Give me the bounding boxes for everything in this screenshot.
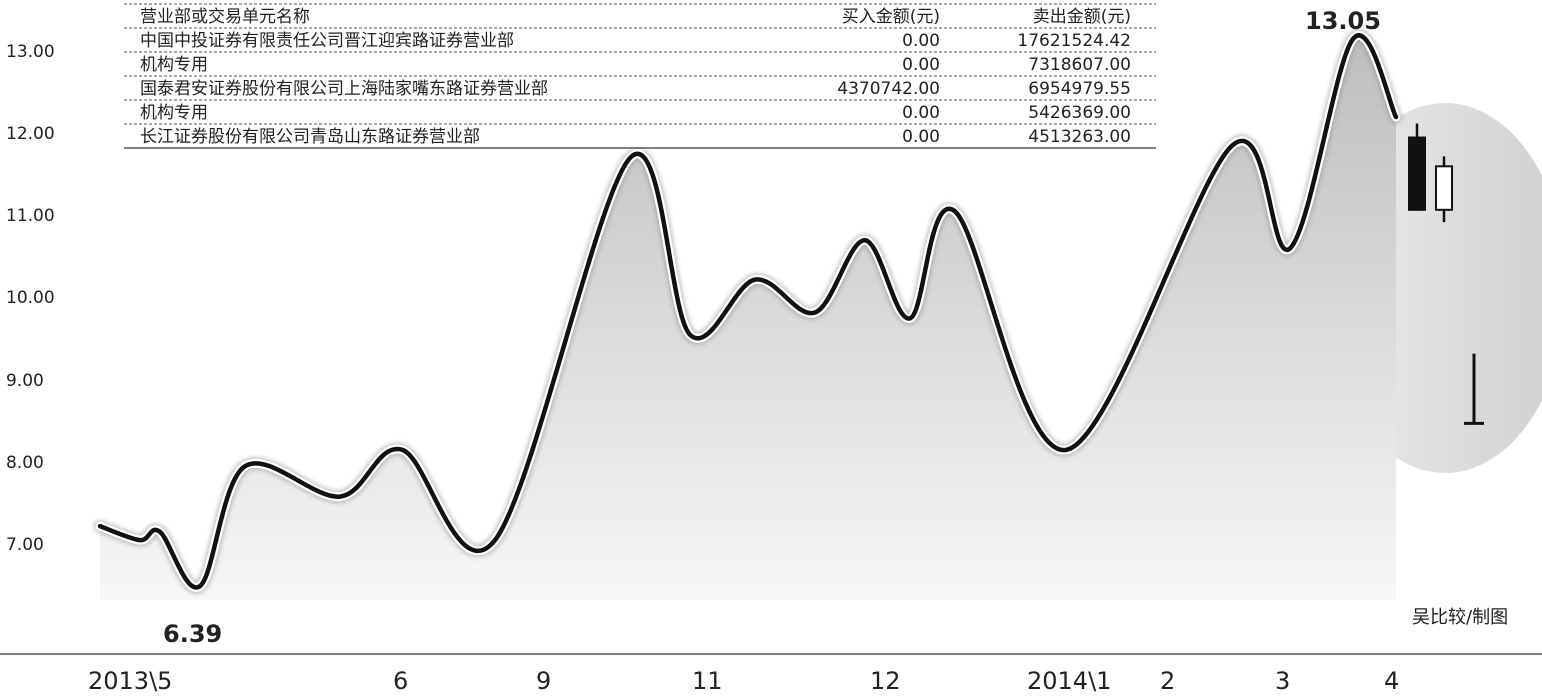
table-cell-sell: 4513263.00 xyxy=(1028,127,1131,147)
low-price-label: 6.39 xyxy=(163,620,222,648)
x-tick-label: 4 xyxy=(1384,667,1399,695)
table-cell-buy: 0.00 xyxy=(902,127,940,147)
x-axis: 2013\5 6 9 11 12 2014\1 2 3 4 xyxy=(88,667,1399,695)
table-cell-name: 中国中投证券有限责任公司晋江迎宾路证券营业部 xyxy=(140,31,514,51)
y-tick-label: 10.00 xyxy=(6,288,55,308)
table-cell-name: 国泰君安证券股份有限公司上海陆家嘴东路证券营业部 xyxy=(140,79,548,99)
high-price-label: 13.05 xyxy=(1305,7,1381,35)
x-tick-label: 6 xyxy=(393,667,408,695)
trading-table: 营业部或交易单元名称 买入金额(元) 卖出金额(元) 中国中投证券有限责任公司晋… xyxy=(120,0,1156,150)
x-tick-label: 2013\5 xyxy=(88,667,172,695)
table-header-sell: 卖出金额(元) xyxy=(1033,7,1131,27)
table-cell-sell: 6954979.55 xyxy=(1028,79,1131,99)
y-axis: 13.00 12.00 11.00 10.00 9.00 8.00 7.00 xyxy=(6,42,55,555)
table-cell-buy: 0.00 xyxy=(902,31,940,51)
table-cell-sell: 17621524.42 xyxy=(1017,31,1131,51)
price-area xyxy=(100,35,1396,600)
x-tick-label: 2 xyxy=(1160,667,1175,695)
y-tick-label: 8.00 xyxy=(6,453,44,473)
y-tick-label: 13.00 xyxy=(6,42,55,62)
x-tick-label: 12 xyxy=(870,667,901,695)
candle-body xyxy=(1435,165,1453,211)
table-header-buy: 买入金额(元) xyxy=(842,7,940,27)
table-cell-sell: 7318607.00 xyxy=(1028,55,1131,75)
x-tick-label: 3 xyxy=(1275,667,1290,695)
table-cell-name: 机构专用 xyxy=(140,103,208,123)
table-cell-buy: 4370742.00 xyxy=(837,79,940,99)
candle-body xyxy=(1408,136,1426,211)
x-tick-label: 11 xyxy=(692,667,723,695)
table-cell-name: 长江证券股份有限公司青岛山东路证券营业部 xyxy=(140,127,480,147)
chart-credit: 吴比较/制图 xyxy=(1412,607,1508,628)
y-tick-label: 11.00 xyxy=(6,206,55,226)
table-cell-name: 机构专用 xyxy=(140,55,208,75)
y-tick-label: 12.00 xyxy=(6,124,55,144)
x-tick-label: 2014\1 xyxy=(1027,667,1111,695)
x-tick-label: 9 xyxy=(536,667,551,695)
y-tick-label: 9.00 xyxy=(6,371,44,391)
table-cell-sell: 5426369.00 xyxy=(1028,103,1131,123)
table-header-name: 营业部或交易单元名称 xyxy=(140,7,310,27)
y-tick-label: 7.00 xyxy=(6,535,44,555)
table-cell-buy: 0.00 xyxy=(902,103,940,123)
price-line xyxy=(97,33,1399,590)
table-cell-buy: 0.00 xyxy=(902,55,940,75)
